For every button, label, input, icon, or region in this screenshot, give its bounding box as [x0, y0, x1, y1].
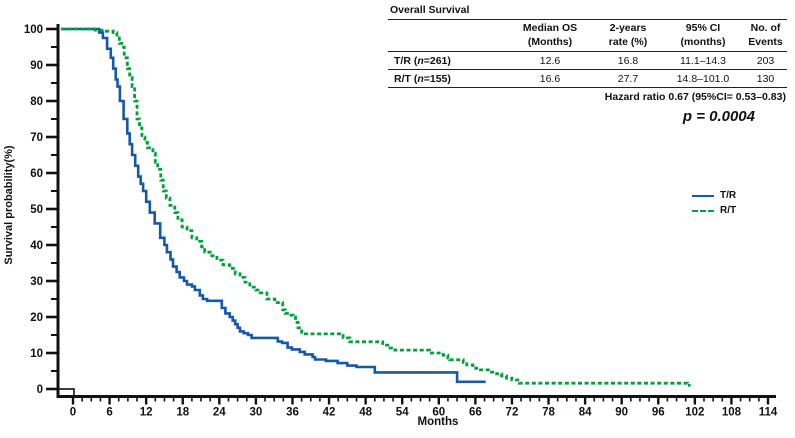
- x-tick-label: 12: [140, 407, 153, 419]
- x-tick-label: 24: [213, 407, 226, 419]
- overall-survival-table: Overall Survival Median OS (Months) 2-yea…: [388, 3, 787, 103]
- x-tick-label: 36: [286, 407, 299, 419]
- x-tick-label: 48: [359, 407, 372, 419]
- rt-rate: 27.7: [617, 72, 639, 85]
- x-tick-label: 42: [323, 407, 336, 419]
- tr-rate: 16.8: [617, 54, 639, 67]
- legend-line-solid: [692, 194, 714, 197]
- x-tick-label: 96: [652, 407, 665, 419]
- legend-label-rt: R/T: [720, 205, 737, 216]
- legend-label-tr: T/R: [720, 190, 737, 201]
- header-2year-rate: 2-years rate (%): [608, 22, 648, 48]
- y-tick-label: 0: [37, 384, 43, 396]
- y-tick-label: 30: [30, 276, 43, 288]
- x-tick-label: 0: [70, 407, 76, 419]
- y-tick-label: 10: [30, 348, 43, 360]
- x-tick-label: 108: [722, 407, 742, 419]
- header-95ci: 95% CI (months): [680, 22, 726, 48]
- legend-item-rt: R/T: [692, 203, 736, 218]
- table-row-rt: R/T (n=155) 16.6 27.7 14.8–101.0 130: [388, 70, 787, 89]
- y-tick-label: 70: [30, 132, 43, 144]
- x-tick-label: 6: [106, 407, 112, 419]
- header-blank: [388, 20, 506, 51]
- survival-curve-rt: [61, 27, 691, 387]
- x-tick-label: 60: [432, 407, 445, 419]
- y-tick-label: 80: [30, 96, 43, 108]
- x-tick-label: 90: [615, 407, 628, 419]
- axis-origin-notch: [57, 388, 75, 398]
- y-axis-label: Survival probability(%): [3, 145, 15, 265]
- table-title: Overall Survival: [390, 4, 470, 16]
- y-tick-label: 90: [30, 60, 43, 72]
- header-median-os: Median OS (Months): [522, 22, 578, 48]
- rt-ci: 14.8–101.0: [676, 72, 730, 85]
- x-axis-label: Months: [417, 416, 459, 428]
- hazard-ratio-note: Hazard ratio 0.67 (95%CI= 0.53–0.83): [604, 91, 786, 104]
- y-tick-label: 60: [30, 168, 43, 180]
- tr-events: 203: [756, 54, 775, 67]
- x-tick-label: 72: [506, 407, 519, 419]
- x-tick-label: 54: [396, 407, 409, 419]
- header-events: No. of Events: [748, 22, 783, 48]
- tr-median: 12.6: [539, 54, 561, 67]
- x-tick-label: 18: [176, 407, 189, 419]
- x-tick-label: 78: [542, 407, 555, 419]
- y-tick-label: 100: [24, 24, 43, 36]
- x-tick-label: 30: [249, 407, 262, 419]
- legend-item-tr: T/R: [692, 188, 736, 203]
- table-header-row: Median OS (Months) 2-years rate (%) 95% CI…: [388, 19, 787, 53]
- rt-median: 16.6: [539, 72, 561, 85]
- x-tick-label: 84: [579, 407, 592, 419]
- row-label-rt: R/T (n=155): [394, 72, 451, 85]
- y-tick-label: 20: [30, 312, 43, 324]
- x-tick-label: 114: [759, 407, 778, 419]
- y-tick-label: 40: [30, 240, 43, 252]
- legend: T/R R/T: [692, 188, 736, 218]
- row-label-tr: T/R (n=261): [394, 54, 451, 67]
- x-tick-label: 102: [685, 407, 704, 419]
- p-value: p = 0.0004: [682, 108, 755, 125]
- legend-line-dashed: [692, 209, 714, 212]
- survival-curve-tr: [61, 27, 486, 384]
- x-tick-label: 66: [469, 407, 482, 419]
- y-tick-label: 50: [30, 204, 43, 216]
- table-row-tr: T/R (n=261) 12.6 16.8 11.1–14.3 203: [388, 52, 787, 71]
- tr-ci: 11.1–14.3: [680, 54, 726, 67]
- rt-events: 130: [756, 72, 775, 85]
